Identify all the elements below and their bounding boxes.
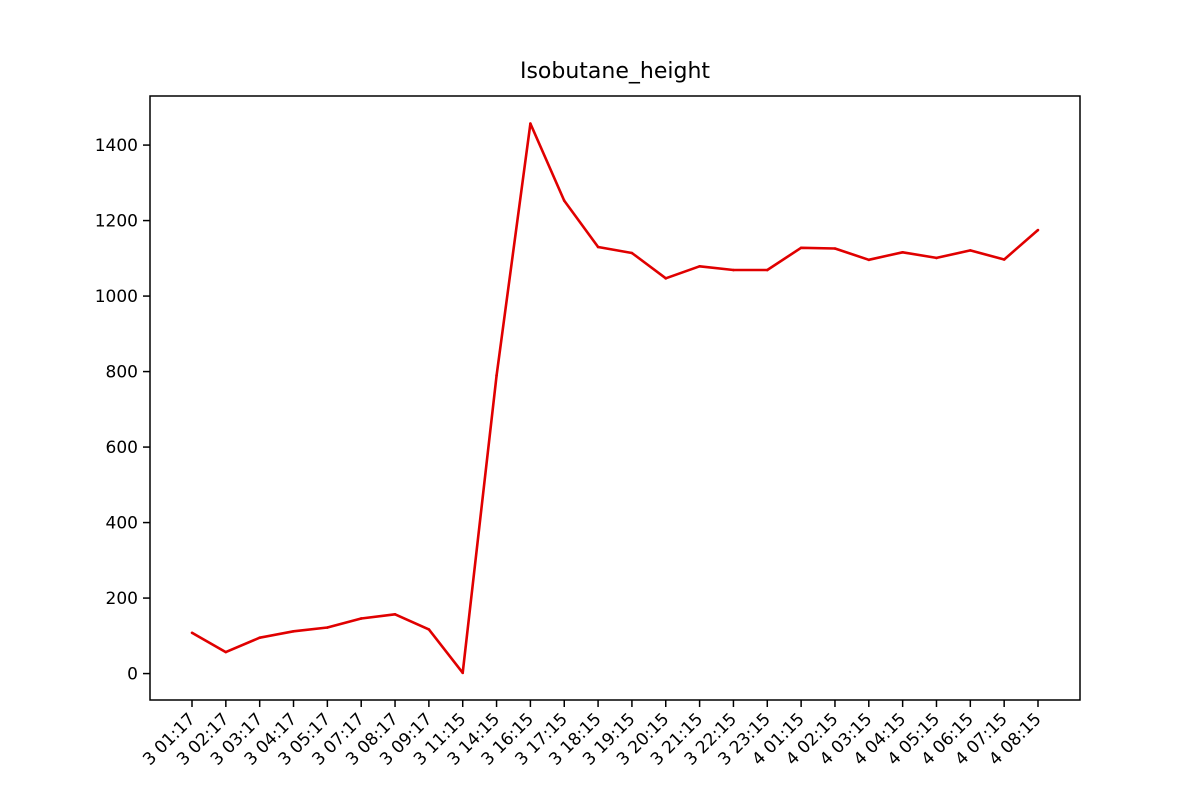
data-point (698, 264, 701, 268)
y-tick-label: 1400 (95, 136, 138, 156)
data-point (969, 249, 972, 252)
data-point (529, 122, 532, 125)
y-tick-label: 400 (106, 514, 138, 534)
data-point (732, 268, 735, 272)
data-point (630, 251, 634, 255)
data-point (664, 277, 668, 280)
data-point (799, 246, 803, 250)
data-point (1036, 228, 1040, 232)
data-point (596, 245, 600, 249)
y-tick-label: 600 (106, 438, 138, 458)
data-point (190, 631, 194, 635)
data-point (326, 626, 329, 629)
data-point (224, 650, 228, 654)
data-point (935, 256, 938, 260)
data-point (393, 613, 397, 616)
y-tick-label: 0 (127, 665, 138, 685)
data-point (292, 629, 295, 633)
data-point (562, 199, 566, 202)
chart-title: Isobutane_height (520, 59, 710, 84)
data-point (427, 628, 431, 631)
data-point (867, 258, 871, 262)
data-point (461, 671, 465, 675)
data-point (359, 617, 363, 620)
y-tick-label: 1000 (95, 287, 138, 307)
data-point (495, 374, 498, 377)
plot-frame (149, 95, 1081, 701)
data-point (765, 268, 769, 272)
series-line (191, 122, 1039, 675)
data-point (1002, 258, 1006, 261)
data-point (901, 250, 904, 254)
data-point (258, 636, 261, 640)
data-point (833, 247, 837, 250)
y-tick-label: 1200 (95, 212, 138, 232)
y-tick-label: 800 (106, 363, 138, 383)
y-tick-label: 200 (106, 589, 138, 609)
